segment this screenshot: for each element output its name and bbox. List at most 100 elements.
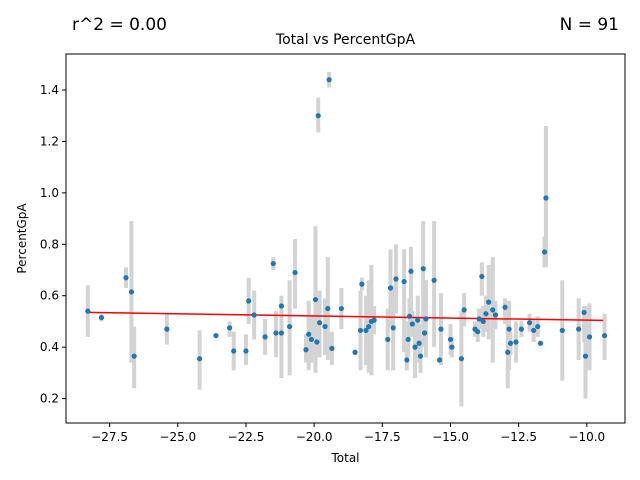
data-point-52 bbox=[417, 353, 424, 359]
data-point-28 bbox=[325, 305, 331, 312]
data-point-56 bbox=[431, 277, 437, 283]
data-point-68 bbox=[483, 311, 489, 317]
data-point-2 bbox=[123, 275, 129, 281]
data-point-41 bbox=[390, 325, 396, 331]
data-point-33 bbox=[357, 327, 364, 334]
data-point-61 bbox=[458, 356, 464, 362]
data-point-35 bbox=[363, 327, 369, 334]
data-point-79 bbox=[531, 327, 537, 334]
chart-title: Total vs PercentGpA bbox=[275, 32, 416, 48]
data-point-80 bbox=[535, 323, 541, 330]
data-point-18 bbox=[287, 323, 293, 330]
data-point-53 bbox=[420, 266, 426, 272]
data-point-71 bbox=[492, 312, 499, 318]
data-point-14 bbox=[270, 260, 276, 267]
data-point-9 bbox=[231, 348, 237, 354]
data-point-10 bbox=[243, 348, 249, 354]
n-count-label: N = 91 bbox=[560, 15, 619, 35]
data-point-54 bbox=[421, 330, 428, 336]
data-point-58 bbox=[438, 326, 444, 332]
data-point-73 bbox=[505, 349, 511, 355]
x-tick-label-1: −25.0 bbox=[159, 430, 196, 444]
point-layer bbox=[85, 77, 608, 363]
data-point-15 bbox=[273, 330, 279, 336]
y-tick-label-0: 0.2 bbox=[40, 392, 59, 406]
y-axis-ticks: 0.2 0.4 0.6 0.8 1.0 1.2 1.4 bbox=[40, 83, 66, 406]
data-point-86 bbox=[581, 309, 587, 316]
x-tick-label-3: −20.0 bbox=[296, 430, 333, 444]
data-point-57 bbox=[436, 357, 443, 363]
data-point-88 bbox=[586, 334, 593, 340]
data-point-66 bbox=[479, 273, 485, 280]
data-point-21 bbox=[306, 331, 312, 337]
y-tick-label-1: 0.4 bbox=[40, 340, 59, 354]
data-point-76 bbox=[513, 339, 519, 345]
data-point-32 bbox=[352, 349, 358, 355]
data-point-44 bbox=[404, 357, 410, 363]
data-point-29 bbox=[326, 77, 332, 83]
y-tick-label-5: 1.2 bbox=[40, 134, 59, 148]
y-tick-label-6: 1.4 bbox=[40, 83, 59, 97]
data-point-5 bbox=[164, 326, 170, 332]
y-tick-label-3: 0.8 bbox=[40, 237, 59, 251]
data-point-4 bbox=[131, 353, 137, 359]
data-point-60 bbox=[449, 344, 455, 350]
data-point-13 bbox=[262, 334, 268, 340]
data-point-65 bbox=[476, 316, 482, 322]
data-point-30 bbox=[329, 345, 335, 352]
x-axis-ticks: −27.5 −25.0 −22.5 −20.0 −17.5 −15.0 −12.5 −10.0 bbox=[91, 423, 605, 444]
data-point-69 bbox=[486, 299, 492, 305]
r-squared-label: r^2 = 0.00 bbox=[72, 15, 167, 35]
data-point-31 bbox=[338, 305, 345, 312]
data-point-22 bbox=[308, 336, 315, 343]
data-point-83 bbox=[543, 195, 549, 201]
data-point-70 bbox=[490, 307, 496, 313]
x-tick-label-0: −27.5 bbox=[91, 430, 128, 444]
data-point-75 bbox=[507, 340, 514, 346]
data-point-89 bbox=[601, 332, 608, 339]
data-point-62 bbox=[461, 307, 467, 313]
data-point-24 bbox=[314, 339, 320, 345]
data-point-77 bbox=[518, 326, 524, 332]
data-point-26 bbox=[316, 320, 323, 326]
data-point-34 bbox=[359, 281, 365, 287]
regression-line bbox=[87, 311, 604, 322]
data-point-6 bbox=[197, 356, 203, 362]
data-point-74 bbox=[506, 326, 512, 332]
data-point-25 bbox=[315, 113, 321, 119]
data-point-11 bbox=[246, 298, 252, 304]
data-point-81 bbox=[537, 340, 544, 346]
data-point-7 bbox=[213, 332, 219, 339]
data-point-27 bbox=[322, 323, 328, 330]
data-point-64 bbox=[475, 329, 481, 335]
x-tick-label-7: −10.0 bbox=[568, 430, 605, 444]
data-point-72 bbox=[502, 304, 508, 310]
data-point-16 bbox=[278, 303, 285, 309]
data-point-43 bbox=[401, 278, 407, 285]
x-tick-label-5: −15.0 bbox=[432, 430, 469, 444]
data-point-38 bbox=[371, 317, 377, 323]
data-point-82 bbox=[541, 249, 548, 255]
x-tick-label-4: −17.5 bbox=[364, 430, 401, 444]
data-point-48 bbox=[409, 321, 415, 327]
plot-frame bbox=[65, 53, 626, 424]
data-point-46 bbox=[406, 313, 413, 319]
data-point-17 bbox=[278, 330, 285, 336]
data-point-47 bbox=[408, 268, 414, 274]
y-tick-label-2: 0.6 bbox=[40, 289, 59, 303]
y-tick-label-4: 1.0 bbox=[40, 186, 59, 200]
x-tick-label-2: −22.5 bbox=[228, 430, 265, 444]
data-point-50 bbox=[415, 317, 421, 323]
data-point-8 bbox=[227, 325, 233, 331]
data-point-1 bbox=[98, 314, 105, 321]
data-point-67 bbox=[480, 318, 486, 325]
x-tick-label-6: −12.5 bbox=[500, 430, 537, 444]
data-point-51 bbox=[416, 340, 422, 346]
x-axis-label: Total bbox=[330, 451, 359, 465]
data-point-45 bbox=[405, 336, 411, 343]
fit-line-layer bbox=[87, 311, 604, 322]
data-point-59 bbox=[447, 336, 454, 343]
data-point-87 bbox=[582, 353, 589, 359]
data-point-12 bbox=[251, 312, 257, 318]
